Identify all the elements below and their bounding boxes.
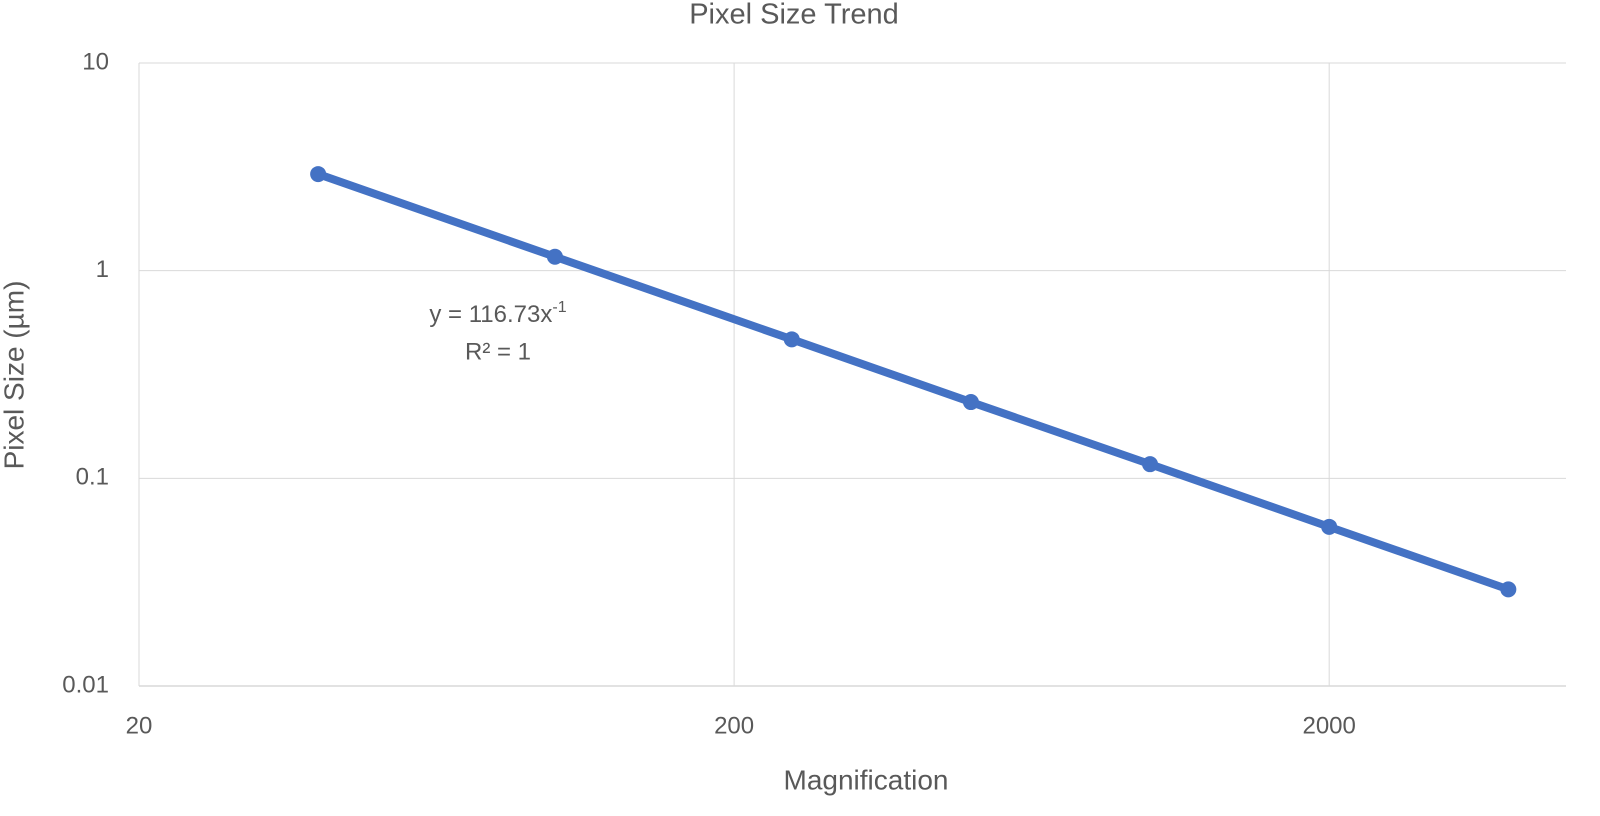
- data-point: [310, 166, 327, 183]
- data-point: [1142, 456, 1159, 473]
- y-tick-label: 1: [96, 256, 109, 283]
- x-tick-label: 200: [714, 712, 754, 739]
- data-point: [962, 394, 979, 411]
- chart-title: Pixel Size Trend: [689, 0, 899, 31]
- annotation: y = 116.73x-1 R² = 1: [429, 299, 566, 365]
- x-tick-label: 2000: [1302, 712, 1355, 739]
- trendline-equation: y = 116.73x-1: [429, 299, 566, 328]
- y-axis-label: Pixel Size (µm): [0, 281, 29, 470]
- y-tick-label: 10: [82, 48, 109, 75]
- x-tick-label: 20: [126, 712, 153, 739]
- data-point: [546, 248, 563, 265]
- x-axis-label: Magnification: [784, 764, 949, 795]
- data-point: [1500, 581, 1517, 598]
- equation-text: y = 116.73x: [429, 301, 552, 328]
- r-squared: R² = 1: [465, 338, 531, 365]
- y-tick-label: 0.01: [62, 671, 109, 698]
- data-point: [783, 331, 800, 348]
- equation-exponent: -1: [552, 299, 566, 316]
- y-tick-label: 0.1: [76, 464, 109, 491]
- data-point: [1321, 518, 1338, 535]
